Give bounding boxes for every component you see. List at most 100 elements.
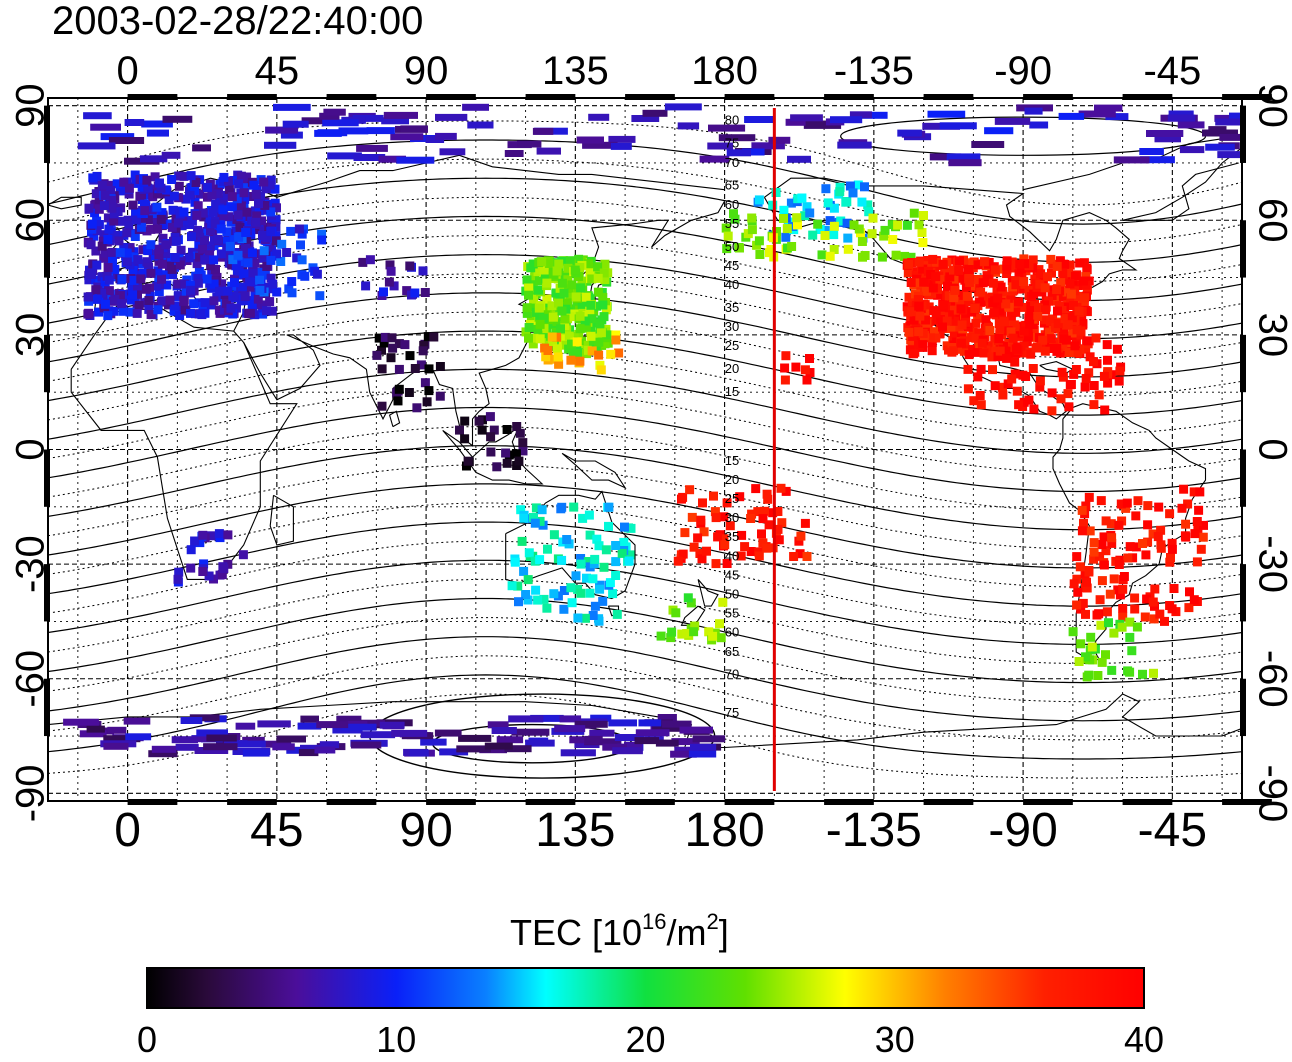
tec-cell [543, 307, 553, 317]
tec-cell [239, 183, 249, 193]
tec-cell [569, 736, 598, 744]
tec-cell [820, 231, 830, 240]
tec-cell [455, 425, 464, 435]
tec-cell [202, 274, 212, 284]
tec-cell [567, 339, 576, 349]
tec-cell [1130, 604, 1140, 614]
tec-cell [1046, 334, 1056, 344]
tec-cell [92, 260, 102, 270]
tec-cell [655, 739, 679, 747]
tec-cell [186, 563, 196, 573]
tec-cell [241, 243, 251, 253]
tec-cell [1052, 261, 1062, 271]
tec-cell [1125, 542, 1135, 552]
tec-cell [128, 200, 138, 210]
tec-cell [1109, 628, 1119, 638]
tec-cell [562, 535, 572, 544]
tec-cell [1040, 283, 1050, 293]
tec-cell [1167, 544, 1177, 554]
tec-cell [148, 192, 158, 202]
tec-cell [913, 295, 923, 305]
tec-cell [189, 299, 199, 309]
tec-cell [1079, 258, 1089, 268]
tec-cell [857, 237, 867, 246]
tec-cell [735, 243, 744, 253]
tec-cell [195, 538, 205, 548]
tec-cell [192, 144, 211, 152]
tec-cell [300, 271, 310, 281]
tec-cell [358, 257, 368, 267]
frame-bar [824, 94, 874, 100]
frame-bar [923, 94, 974, 100]
tec-cell [423, 332, 433, 342]
tec-cell [964, 265, 974, 274]
tec-cell [156, 183, 166, 193]
tec-cell [829, 203, 839, 213]
frame-bar [1122, 94, 1173, 100]
tec-cell [434, 729, 462, 737]
tec-cell [200, 235, 209, 245]
tec-cell [529, 294, 539, 304]
tec-cell [576, 283, 586, 293]
tec-cell [625, 550, 635, 560]
tec-cell [1016, 264, 1026, 274]
tec-cell [598, 292, 608, 302]
tec-cell [222, 190, 232, 200]
tec-cell [1006, 327, 1016, 337]
tec-cell [904, 292, 914, 302]
tec-cell [718, 134, 756, 142]
tec-cell [860, 182, 869, 192]
frame-bar [724, 94, 775, 100]
tec-cell [566, 583, 576, 593]
tec-cell [929, 153, 962, 161]
tec-cell [206, 734, 237, 742]
tec-cell [496, 736, 524, 744]
tec-cell [164, 300, 173, 310]
tec-cell [1101, 516, 1111, 526]
frame-bar [44, 105, 50, 163]
tec-cell [825, 216, 835, 226]
tec-cell [1118, 612, 1128, 622]
tec-cell [203, 743, 238, 751]
tec-cell [956, 304, 966, 314]
tec-cell [119, 177, 129, 187]
tec-cell [154, 250, 164, 260]
tec-cell [1189, 487, 1199, 497]
tec-cell [425, 136, 445, 143]
tec-cell [217, 570, 227, 580]
tec-cell [92, 294, 102, 304]
tec-cell [94, 220, 104, 229]
tec-cell [535, 516, 545, 526]
tec-cell [557, 555, 567, 565]
tec-cell [626, 523, 636, 533]
tec-cell [143, 215, 153, 225]
tec-cell [842, 218, 852, 228]
tec-cell [1070, 271, 1080, 281]
tec-cell [543, 544, 552, 554]
tec-cell [994, 306, 1004, 316]
tec-cell [931, 308, 941, 318]
tec-cell [590, 554, 600, 564]
tec-cell [751, 484, 761, 494]
tec-cell [619, 537, 629, 547]
top-tick-label: 180 [691, 49, 758, 93]
tec-cell [243, 258, 253, 268]
tec-cell [1078, 110, 1116, 118]
tec-cell [402, 286, 412, 296]
tec-cell [1014, 328, 1024, 338]
tec-cell [501, 448, 511, 458]
tec-cell [1125, 632, 1135, 642]
tec-cell [787, 242, 797, 251]
tec-cell [1078, 320, 1088, 330]
tec-cell [139, 268, 149, 278]
tec-cell [988, 365, 997, 375]
tec-cell [259, 177, 269, 187]
tec-cell [188, 247, 197, 257]
tec-cell [549, 589, 559, 599]
tec-cell [1183, 499, 1193, 509]
tec-cell [112, 179, 122, 189]
tec-cell [1133, 496, 1143, 506]
frame-bar [44, 678, 50, 737]
tec-cell [200, 298, 210, 308]
tec-cell [198, 530, 208, 540]
